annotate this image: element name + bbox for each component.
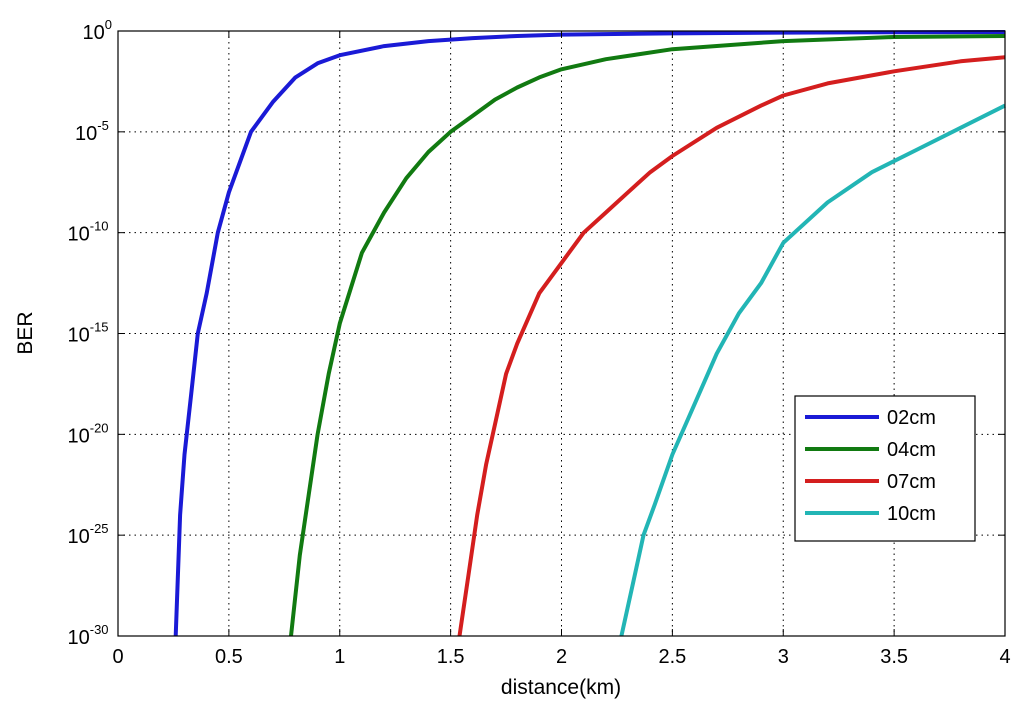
y-tick-label: 10-25 (68, 521, 109, 548)
y-tick-label: 10-10 (68, 219, 109, 246)
y-tick-label: 10-5 (75, 118, 109, 145)
axis-ticks: 0 0.5 1 1.5 2 2.5 3 3.5 410010-510-1010-1510-201… (68, 17, 1011, 668)
y-tick-label: 10-30 (68, 622, 109, 649)
y-tick-exponent: -15 (90, 320, 109, 335)
y-tick-label: 100 (83, 17, 112, 44)
y-tick-base: 10 (68, 325, 90, 347)
series-line-02cm (173, 30, 1006, 637)
series-line-07cm (457, 55, 1006, 637)
y-tick-base: 10 (68, 224, 90, 246)
x-tick-label: 1.5 (437, 646, 465, 668)
legend-label: 10cm (887, 503, 936, 525)
y-tick-base: 10 (68, 627, 90, 649)
y-tick-base: 10 (68, 425, 90, 447)
x-tick-label: 4 (999, 646, 1010, 668)
x-axis-title: distance(km) (501, 676, 621, 699)
grid-lines (118, 31, 1005, 636)
x-tick-label: 0.5 (215, 646, 243, 668)
x-tick-label: 1 (334, 646, 345, 668)
x-tick-label: 0 (112, 646, 123, 668)
y-axis-title: BER (14, 311, 37, 354)
series-lines (173, 30, 1006, 637)
y-tick-base: 10 (75, 123, 97, 145)
legend-label: 07cm (887, 471, 936, 493)
y-tick-exponent: -25 (90, 521, 109, 536)
y-tick-exponent: -5 (97, 118, 109, 133)
legend-box (794, 395, 976, 542)
legend: 02cm 04cm 07cm 10cm (794, 395, 976, 542)
legend-label: 02cm (887, 407, 936, 429)
legend-label: 04cm (887, 439, 936, 461)
y-tick-exponent: -20 (90, 420, 109, 435)
x-tick-label: 2 (556, 646, 567, 668)
y-tick-exponent: -10 (90, 219, 109, 234)
y-tick-exponent: -30 (90, 622, 109, 637)
series-line-04cm (289, 34, 1006, 637)
y-tick-label: 10-20 (68, 420, 109, 447)
y-tick-exponent: 0 (105, 17, 112, 32)
y-tick-label: 10-15 (68, 320, 109, 347)
y-tick-base: 10 (83, 22, 105, 44)
series-line-10cm (619, 103, 1006, 637)
x-tick-label: 2.5 (658, 646, 686, 668)
x-tick-label: 3 (778, 646, 789, 668)
y-tick-base: 10 (68, 526, 90, 548)
x-tick-label: 3.5 (880, 646, 908, 668)
